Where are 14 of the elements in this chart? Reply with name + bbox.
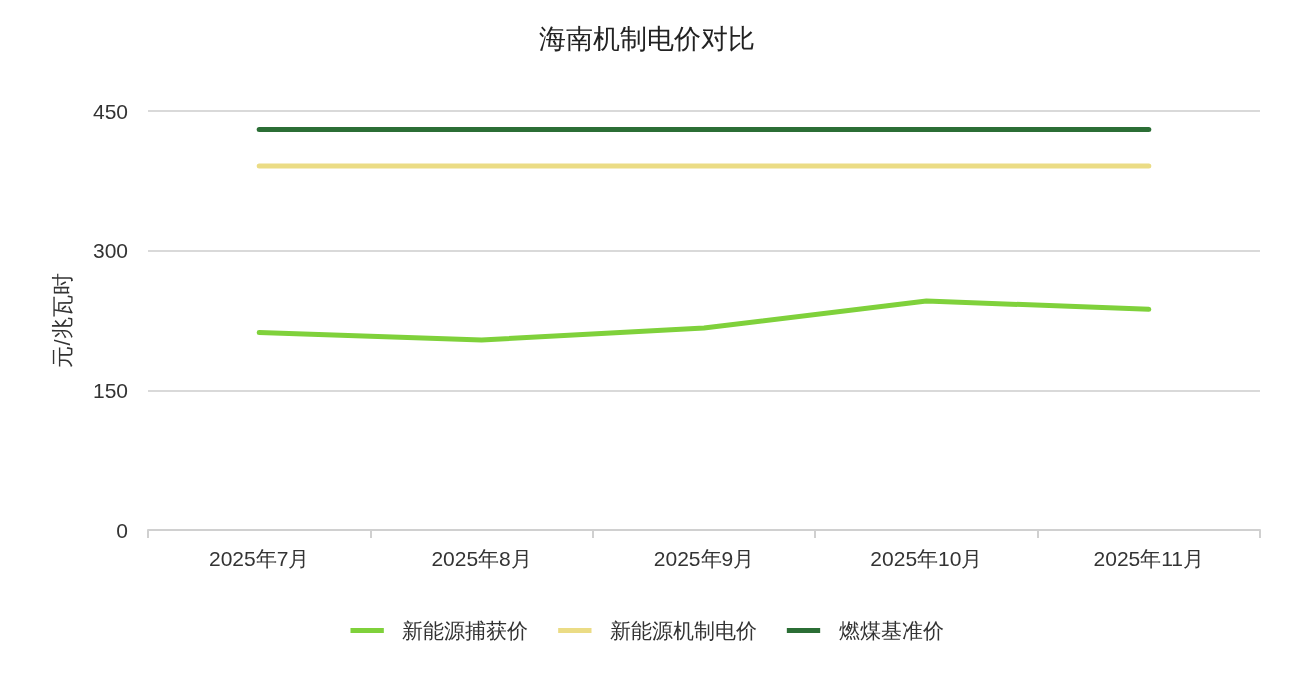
x-tick-label: 2025年10月 [870, 547, 983, 570]
y-tick-label: 300 [92, 239, 128, 263]
legend-label: 新能源捕获价 [402, 619, 529, 642]
y-tick-label: 0 [116, 518, 128, 542]
legend-label: 新能源机制电价 [609, 619, 757, 642]
y-tick-label: 450 [92, 99, 128, 123]
x-tick-label: 2025年11月 [1093, 547, 1205, 570]
chart-title: 海南机制电价对比 [539, 23, 755, 54]
x-tick-label: 2025年7月 [209, 547, 310, 570]
x-tick-label: 2025年9月 [653, 547, 755, 570]
y-axis-title: 元/兆瓦时 [49, 273, 75, 368]
legend-label: 燃煤基准价 [838, 619, 944, 642]
x-tick-label: 2025年8月 [431, 547, 532, 570]
y-tick-label: 150 [92, 378, 128, 402]
